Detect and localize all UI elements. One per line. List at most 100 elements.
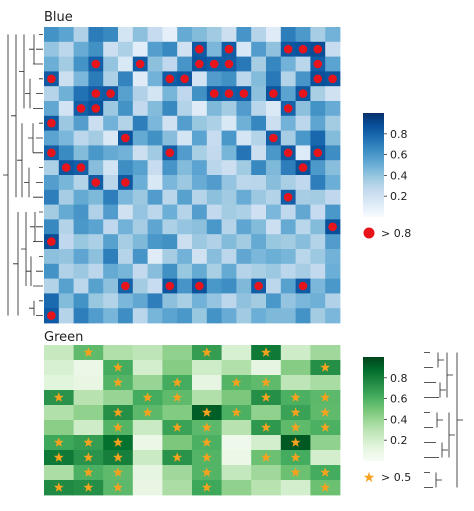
heatmap-cell <box>88 27 104 43</box>
heatmap-cell <box>221 175 237 191</box>
threshold-star <box>53 392 64 402</box>
heatmap-cell <box>221 189 237 205</box>
heatmap-cell <box>162 308 178 324</box>
heatmap-cell <box>103 41 119 57</box>
heatmap-cell <box>280 345 311 361</box>
heatmap-cell <box>192 360 222 376</box>
heatmap-cell <box>251 115 267 131</box>
blue-heatmap-panel: Blue 0.2 0.4 0.6 0.8 > 0.8 <box>3 10 411 324</box>
heatmap-cell <box>310 234 326 250</box>
heatmap-cell <box>88 278 104 294</box>
heatmap-cell <box>280 360 311 376</box>
heatmap-cell <box>118 27 134 43</box>
heatmap-cell <box>88 71 104 87</box>
heatmap-cell <box>295 293 311 309</box>
heatmap-cell <box>280 130 296 146</box>
heatmap-cell <box>103 293 119 309</box>
blue-legend-label: > 0.8 <box>381 227 411 240</box>
threshold-dot <box>298 44 308 54</box>
heatmap-cell <box>162 219 178 235</box>
threshold-dot <box>47 148 56 158</box>
heatmap-cell <box>192 71 208 87</box>
heatmap-cell <box>44 27 60 43</box>
heatmap-cell <box>177 160 193 176</box>
threshold-dot <box>47 237 56 246</box>
heatmap-cell <box>73 130 89 146</box>
heatmap-cell <box>132 249 148 265</box>
colorbar-tick-label: 0.2 <box>390 434 408 447</box>
threshold-star <box>231 377 242 387</box>
heatmap-cell <box>147 234 163 250</box>
blue-colorbar-gradient <box>363 113 384 217</box>
heatmap-cell <box>162 234 178 250</box>
blue-row-dendrogram <box>3 34 43 316</box>
heatmap-cell <box>44 293 60 309</box>
heatmap-cell <box>177 263 193 279</box>
heatmap-cell <box>206 189 222 205</box>
heatmap-cell <box>310 345 341 361</box>
heatmap-cell <box>177 56 193 72</box>
heatmap-cell <box>192 27 208 43</box>
heatmap-cell <box>221 234 237 250</box>
threshold-star <box>320 482 331 492</box>
heatmap-cell <box>58 56 74 72</box>
heatmap-cell <box>147 56 163 72</box>
heatmap-cell <box>177 293 193 309</box>
threshold-star <box>201 437 212 447</box>
heatmap-cell <box>295 308 311 324</box>
heatmap-cell <box>73 145 89 161</box>
heatmap-cell <box>132 345 163 361</box>
heatmap-cell <box>118 160 134 176</box>
heatmap-cell <box>221 465 252 481</box>
heatmap-cell <box>221 480 252 496</box>
threshold-dot <box>195 44 204 54</box>
heatmap-cell <box>236 71 252 87</box>
heatmap-cell <box>206 234 222 250</box>
heatmap-cell <box>88 115 104 131</box>
heatmap-cell <box>177 219 193 235</box>
heatmap-cell <box>44 160 60 176</box>
heatmap-cell <box>132 115 148 131</box>
heatmap-cell <box>177 189 193 205</box>
heatmap-cell <box>88 41 104 57</box>
heatmap-cell <box>221 360 252 376</box>
threshold-star <box>83 347 94 357</box>
heatmap-cell <box>162 405 193 421</box>
threshold-dot <box>269 133 278 143</box>
threshold-dot <box>283 44 293 54</box>
heatmap-cell <box>147 204 163 220</box>
threshold-dot <box>283 148 293 158</box>
heatmap-cell <box>103 345 134 361</box>
heatmap-cell <box>295 249 311 265</box>
heatmap-cell <box>58 71 74 87</box>
blue-title: Blue <box>44 10 73 25</box>
heatmap-cell <box>162 86 178 102</box>
heatmap-cell <box>192 293 208 309</box>
threshold-star <box>290 452 301 462</box>
heatmap-cell <box>103 130 119 146</box>
heatmap-cell <box>103 390 134 406</box>
heatmap-cell <box>103 189 119 205</box>
threshold-star <box>201 482 212 492</box>
heatmap-cell <box>58 219 74 235</box>
heatmap-cell <box>280 160 296 176</box>
heatmap-cell <box>88 204 104 220</box>
heatmap-cell <box>73 293 89 309</box>
heatmap-cell <box>132 160 148 176</box>
heatmap-cell <box>251 405 282 421</box>
heatmap-cell <box>266 71 282 87</box>
heatmap-cell <box>147 86 163 102</box>
heatmap-cell <box>266 189 282 205</box>
heatmap-cell <box>236 41 252 57</box>
heatmap-cell <box>251 145 267 161</box>
heatmap-cell <box>162 480 193 496</box>
heatmap-cell <box>73 405 104 421</box>
heatmap-cell <box>132 41 148 57</box>
heatmap-cell <box>310 204 326 220</box>
threshold-dot <box>91 59 101 69</box>
heatmap-cell <box>266 27 282 43</box>
heatmap-cell <box>221 130 237 146</box>
heatmap-cell <box>251 465 282 481</box>
heatmap-cell <box>58 130 74 146</box>
heatmap-cell <box>251 160 267 176</box>
